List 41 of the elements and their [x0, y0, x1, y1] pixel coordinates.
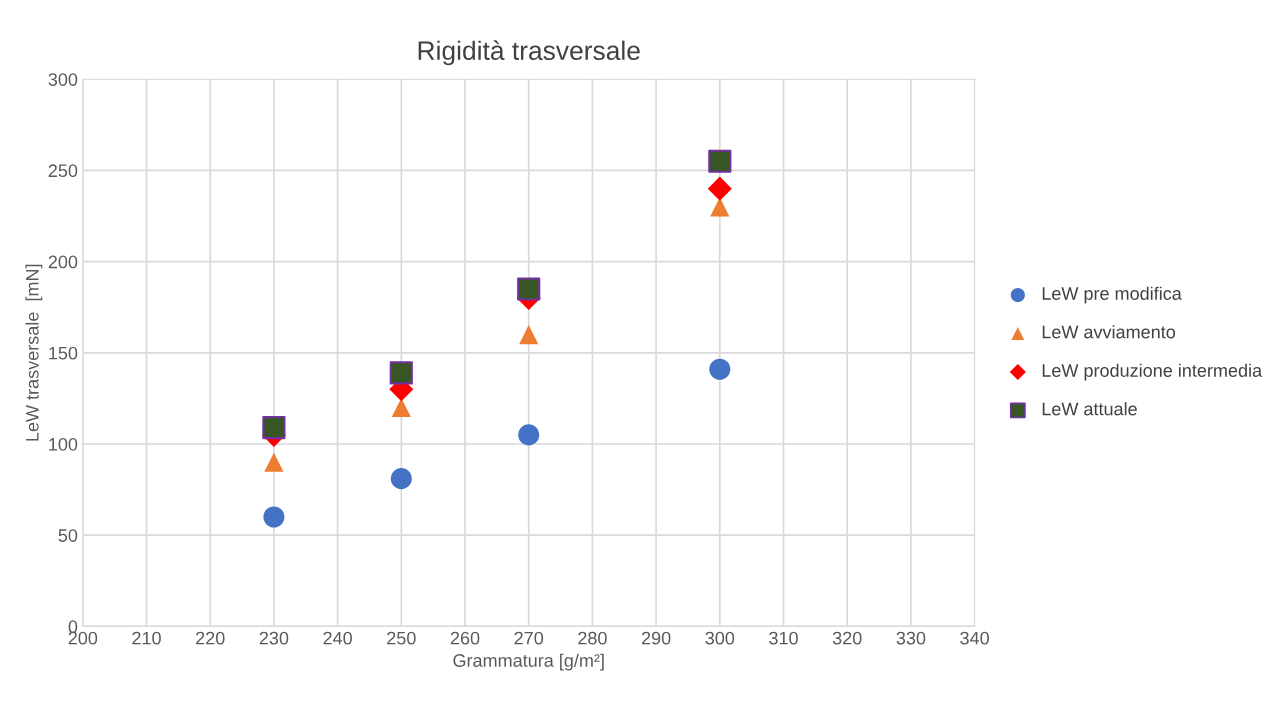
x-tick-label: 240 [323, 631, 352, 645]
y-tick-label: 300 [48, 73, 78, 86]
x-tick-label: 280 [578, 631, 607, 645]
point [264, 452, 284, 472]
x-tick-label: 310 [769, 631, 798, 645]
point [708, 149, 732, 173]
chart-title: Rigidità trasversale [418, 40, 640, 66]
x-tick-label: 250 [387, 631, 416, 645]
y-tick-label: 250 [48, 164, 78, 178]
x-tick-label: 320 [832, 631, 862, 645]
point [389, 361, 413, 385]
point [263, 506, 285, 528]
y-axis-title: LeW trasversale [mN] [25, 264, 43, 441]
x-tick-label: 330 [896, 631, 926, 645]
point [517, 277, 541, 301]
y-tick-label: 150 [49, 346, 78, 360]
legend-label: LeW produzione intermedia [1042, 363, 1263, 381]
point [262, 416, 286, 440]
point [391, 397, 411, 418]
y-tick-label: 200 [48, 255, 78, 269]
y-tick-label: 50 [58, 529, 78, 542]
x-tick-label: 200 [68, 631, 98, 645]
point [518, 424, 540, 446]
point [709, 358, 731, 380]
x-tick-label: 210 [132, 631, 161, 645]
x-axis-title: Grammatura [g/m²] [453, 653, 604, 671]
x-tick-label: 230 [259, 631, 289, 645]
x-tick-label: 290 [641, 631, 671, 645]
y-tick-label: 100 [49, 437, 78, 451]
point [707, 176, 732, 201]
x-tick-label: 220 [196, 631, 225, 645]
x-tick-label: 260 [450, 631, 480, 645]
point [519, 324, 539, 345]
point [710, 197, 730, 217]
legend-label: LeW avviamento [1042, 325, 1176, 339]
x-tick-label: 300 [705, 631, 735, 645]
legend-label: LeW attuale [1042, 402, 1137, 416]
x-tick-label: 340 [960, 631, 989, 645]
point [390, 468, 412, 490]
legend-label: LeW pre modifica [1042, 286, 1182, 304]
x-tick-label: 270 [514, 631, 544, 645]
